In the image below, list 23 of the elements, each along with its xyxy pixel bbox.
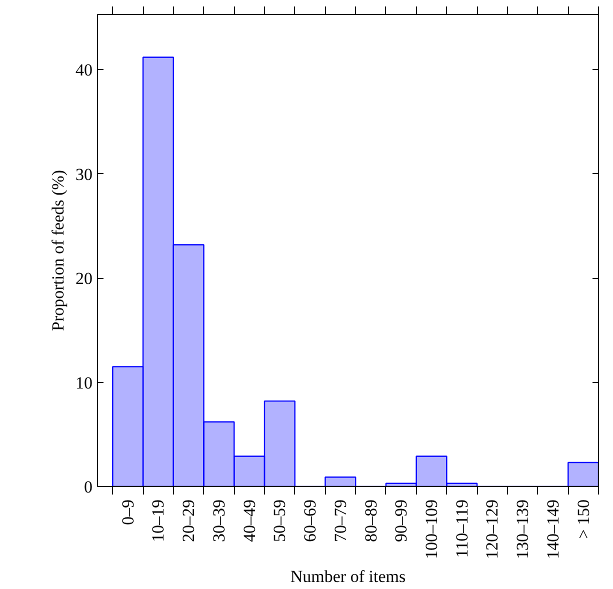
x-tick-label: 140–149 <box>543 500 562 559</box>
y-tick-label: 0 <box>84 478 92 496</box>
x-tick-label: 80–89 <box>361 500 380 542</box>
x-tick-label: 50–59 <box>270 500 290 542</box>
x-tick-label: 110–119 <box>452 499 472 558</box>
y-tick-label: 30 <box>76 164 92 184</box>
x-axis-title: Number of items <box>290 567 406 586</box>
y-tick-label: 10 <box>76 373 92 392</box>
x-tick-label: 10–19 <box>148 500 168 542</box>
x-tick-label: 60–69 <box>300 500 320 542</box>
x-tick-label: 30–39 <box>209 500 228 542</box>
x-tick-label: 100–109 <box>422 500 441 559</box>
x-tick-label: 0–9 <box>118 500 138 525</box>
y-tick-label: 20 <box>76 269 92 288</box>
y-tick-label: 40 <box>76 60 92 80</box>
y-axis-title: Proportion of feeds (%) <box>48 170 68 331</box>
x-tick-label: 90–99 <box>392 500 411 542</box>
x-tick-label: 40–49 <box>240 500 259 542</box>
x-tick-label: > 150 <box>574 499 593 539</box>
x-tick-label: 120–129 <box>482 500 502 559</box>
x-tick-label: 130–139 <box>513 500 532 559</box>
x-tick-label: 20–29 <box>179 500 198 542</box>
x-tick-label: 70–79 <box>330 500 350 542</box>
